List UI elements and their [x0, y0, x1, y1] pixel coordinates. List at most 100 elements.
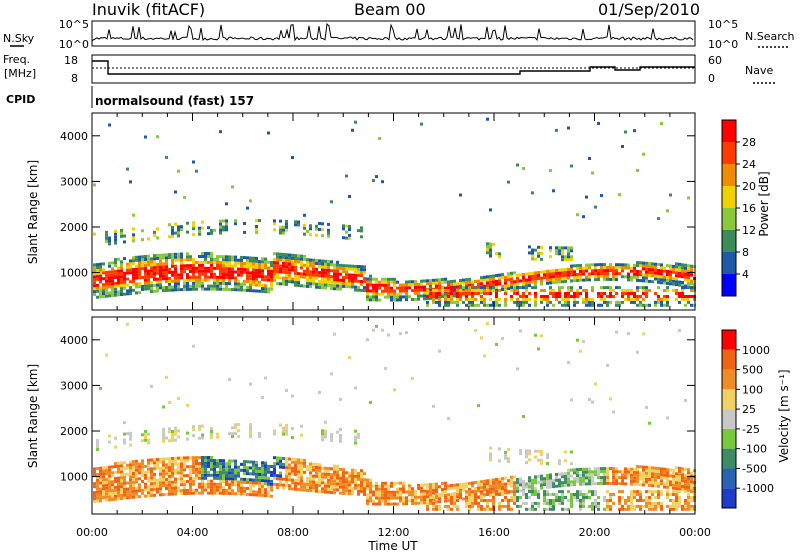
range-gate-cell — [528, 245, 531, 249]
range-gate-cell — [324, 268, 327, 272]
range-gate-cell — [678, 295, 681, 298]
range-gate-cell — [258, 283, 261, 287]
range-gate-cell — [531, 493, 534, 496]
range-gate-cell — [558, 277, 561, 281]
range-gate-cell — [369, 481, 372, 485]
range-gate-cell — [468, 490, 471, 494]
range-gate-cell — [423, 489, 426, 493]
range-gate-cell — [393, 298, 396, 302]
range-gate-cell — [447, 507, 450, 511]
range-gate-cell — [357, 483, 360, 487]
range-gate-cell — [150, 290, 153, 293]
range-gate-cell — [153, 461, 156, 465]
range-gate-cell — [147, 467, 150, 471]
range-gate-cell — [189, 479, 192, 483]
range-gate-cell — [570, 289, 573, 292]
range-gate-cell — [645, 289, 648, 292]
range-gate-cell — [648, 466, 651, 470]
range-gate-cell — [615, 275, 618, 278]
range-gate-cell — [198, 281, 201, 285]
range-gate-cell — [306, 264, 309, 268]
range-gate-cell — [573, 273, 576, 277]
range-gate-cell — [270, 272, 273, 276]
range-gate-cell — [621, 269, 624, 273]
range-gate-cell — [426, 291, 429, 295]
range-gate-cell — [639, 504, 642, 508]
range-gate-cell — [630, 499, 633, 502]
range-gate-cell — [93, 281, 96, 285]
range-gate-cell — [270, 465, 273, 468]
range-gate-cell — [483, 499, 486, 502]
range-gate-cell — [546, 490, 549, 494]
range-gate-cell — [342, 485, 345, 489]
range-gate-cell — [219, 471, 222, 474]
range-gate-cell — [684, 467, 687, 471]
range-gate-cell — [261, 491, 264, 494]
range-gate-cell — [522, 483, 525, 486]
range-gate-cell — [432, 488, 435, 492]
range-gate-cell — [288, 274, 291, 278]
range-gate-cell — [231, 276, 234, 280]
range-gate-cell — [225, 468, 228, 472]
range-gate-cell — [186, 252, 189, 256]
range-gate-cell — [177, 486, 180, 490]
range-gate-cell — [249, 431, 252, 435]
range-gate-cell — [672, 480, 675, 484]
range-gate-cell — [153, 266, 156, 270]
range-gate-cell — [546, 493, 549, 496]
range-gate-cell — [624, 473, 627, 477]
range-gate-cell — [660, 300, 663, 304]
range-gate-cell — [426, 297, 429, 301]
range-gate-cell — [99, 481, 102, 485]
range-gate-cell — [372, 283, 375, 287]
range-gate-cell — [444, 286, 447, 290]
range-gate-cell — [402, 487, 405, 491]
range-gate-cell — [654, 472, 657, 476]
range-gate-cell — [663, 467, 666, 471]
range-gate-cell — [339, 428, 342, 432]
range-gate-cell — [258, 280, 261, 284]
range-gate-cell — [654, 277, 657, 281]
range-gate-cell — [678, 490, 681, 494]
range-gate-cell — [117, 278, 120, 282]
range-gate-cell — [252, 262, 255, 266]
range-gate-cell — [504, 300, 507, 304]
range-gate-cell — [207, 284, 210, 288]
range-gate-cell — [303, 213, 306, 217]
range-gate-cell — [444, 297, 447, 301]
range-gate-cell — [651, 501, 654, 505]
range-gate-cell — [552, 278, 555, 282]
range-gate-cell — [216, 287, 219, 291]
range-gate-cell — [201, 287, 204, 291]
range-gate-cell — [201, 281, 204, 285]
sky-panel: N.Sky 10^5 10^0 10^5 10^0 N.Search — [3, 18, 795, 51]
range-gate-cell — [582, 266, 585, 270]
range-gate-cell — [156, 481, 159, 485]
range-gate-cell — [651, 493, 654, 496]
range-gate-cell — [486, 488, 489, 492]
range-gate-cell — [96, 487, 99, 491]
range-gate-cell — [423, 294, 426, 298]
range-gate-cell — [300, 275, 303, 279]
range-gate-cell — [513, 286, 516, 290]
range-gate-cell — [126, 493, 129, 497]
range-gate-cell — [285, 279, 288, 283]
range-gate-cell — [255, 262, 258, 266]
range-gate-cell — [609, 499, 612, 502]
range-gate-cell — [93, 485, 96, 489]
range-gate-cell — [102, 490, 105, 494]
range-gate-cell — [657, 295, 660, 298]
range-gate-cell — [333, 491, 336, 495]
range-gate-cell — [132, 271, 135, 274]
range-gate-cell — [690, 267, 693, 271]
range-gate-cell — [384, 499, 387, 503]
range-gate-cell — [207, 482, 210, 486]
range-gate-cell — [183, 282, 186, 286]
range-gate-cell — [360, 475, 363, 479]
range-gate-cell — [285, 469, 288, 473]
range-gate-cell — [459, 486, 462, 489]
range-gate-cell — [684, 272, 687, 276]
range-gate-cell — [636, 493, 639, 496]
range-gate-cell — [510, 478, 513, 482]
range-gate-cell — [354, 288, 357, 292]
